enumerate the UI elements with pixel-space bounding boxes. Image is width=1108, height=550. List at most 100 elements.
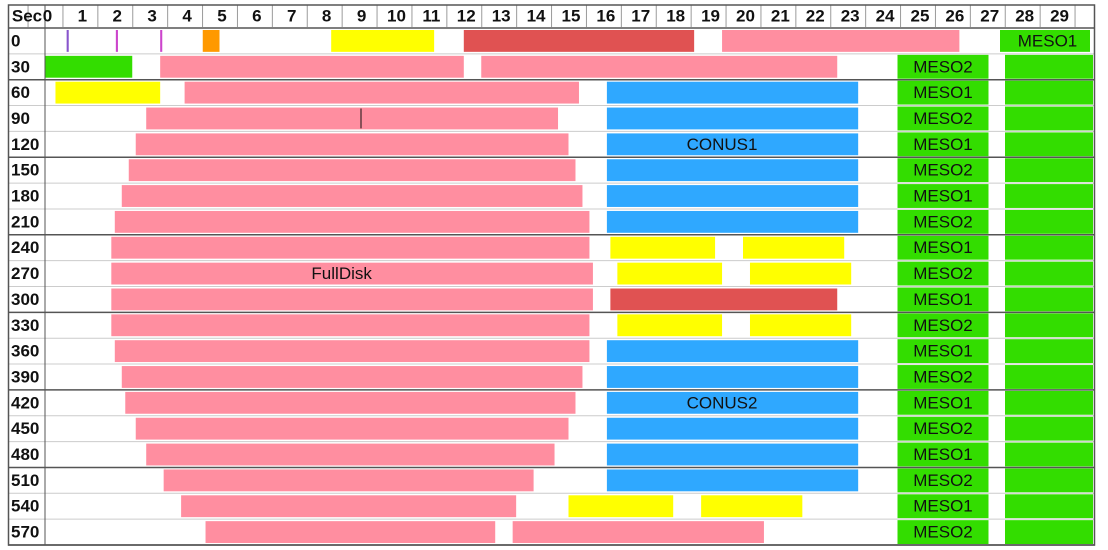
- x-tick-label: 19: [701, 7, 720, 26]
- segment-bar: [146, 107, 559, 130]
- meso-green-block: [1005, 158, 1093, 183]
- meso-label: MESO1: [913, 187, 973, 206]
- meso-block: [897, 106, 989, 131]
- x-tick-label: 5: [217, 7, 226, 26]
- x-tick-label: 27: [980, 7, 999, 26]
- x-tick-label: 13: [492, 7, 511, 26]
- meso-label: MESO1: [913, 497, 973, 516]
- segment-bar: [743, 236, 845, 259]
- x-tick-label: 21: [771, 7, 790, 26]
- x-tick-label: 23: [841, 7, 860, 26]
- segment-bar: [610, 236, 716, 259]
- meso-label: MESO1: [913, 290, 973, 309]
- meso-green-block: [1005, 494, 1093, 519]
- row-label: 420: [11, 393, 39, 412]
- segment-bar: [606, 417, 859, 440]
- meso-label: MESO2: [913, 212, 973, 231]
- row-label: 0: [11, 31, 20, 50]
- meso-block: [897, 261, 989, 286]
- meso-label: MESO1: [913, 342, 973, 361]
- meso-block: [897, 80, 989, 105]
- meso-block: [897, 287, 989, 312]
- meso-label: MESO1: [913, 393, 973, 412]
- meso-label: MESO2: [913, 419, 973, 438]
- meso-green-block: [1005, 313, 1093, 338]
- segment-bar: [606, 159, 859, 182]
- segment-bar: [121, 185, 583, 207]
- x-tick-label: 29: [1050, 7, 1069, 26]
- segment-bar: [606, 133, 859, 156]
- segment-bar: [606, 340, 859, 363]
- segment-bar: [121, 366, 583, 388]
- x-tick-label: 3: [147, 7, 156, 26]
- meso-green-block: [1005, 209, 1093, 234]
- segment-bar: [135, 417, 569, 440]
- meso-green-block: [1005, 132, 1093, 157]
- segment-bar: [512, 521, 764, 543]
- group-label: CONUS1: [687, 135, 758, 154]
- meso-block: [897, 235, 989, 260]
- meso-label: MESO1: [913, 445, 973, 464]
- x-tick-label: 20: [736, 7, 755, 26]
- x-tick-label: 9: [357, 7, 366, 26]
- row-label: 540: [11, 497, 39, 516]
- row-label: 510: [11, 471, 39, 490]
- segment-bar: [160, 55, 464, 78]
- x-tick-label: 16: [596, 7, 615, 26]
- meso-green-block: [1005, 287, 1093, 312]
- meso-block: [897, 494, 989, 519]
- meso-label: MESO1: [913, 83, 973, 102]
- segment-bar: [114, 210, 590, 233]
- meso-green-block: [1005, 106, 1093, 131]
- meso-green-block: [1005, 339, 1093, 364]
- segment-bar: [331, 30, 435, 52]
- meso-green-block: [1005, 520, 1093, 544]
- row-label: 360: [11, 342, 39, 361]
- row-label: 210: [11, 212, 39, 231]
- x-tick-label: 15: [561, 7, 580, 26]
- meso-label: MESO2: [913, 316, 973, 335]
- x-tick-label: 8: [322, 7, 331, 26]
- meso-label: MESO2: [913, 523, 973, 542]
- x-tick-label: 4: [182, 7, 192, 26]
- meso-label: MESO1: [913, 238, 973, 257]
- meso-block: [897, 209, 989, 234]
- x-tick-label: 12: [457, 7, 476, 26]
- corner-label: Sec: [12, 7, 42, 26]
- segment-bar: [606, 443, 859, 466]
- meso-block-top: [1000, 30, 1090, 52]
- meso-green-block: [1005, 54, 1093, 79]
- segment-bar: [606, 391, 859, 414]
- segment-bar: [202, 30, 220, 52]
- segment-bar: [606, 366, 859, 388]
- row-label: 120: [11, 135, 39, 154]
- meso-green-block: [1005, 184, 1093, 208]
- segment-bar: [114, 340, 590, 363]
- x-tick-label: 22: [806, 7, 825, 26]
- meso-block: [897, 442, 989, 467]
- segment-bar: [749, 262, 852, 285]
- x-tick-label: 1: [78, 7, 87, 26]
- meso-green-block: [1005, 416, 1093, 441]
- row-label: 180: [11, 187, 39, 206]
- x-tick-label: 2: [113, 7, 122, 26]
- row-label: 60: [11, 83, 30, 102]
- meso-block: [897, 365, 989, 389]
- x-tick-label: 24: [876, 7, 895, 26]
- meso-block: [897, 132, 989, 157]
- segment-bar: [125, 391, 576, 414]
- segment-bar: [606, 185, 859, 207]
- meso-block: [897, 313, 989, 338]
- segment-bar: [66, 30, 69, 52]
- meso-label: MESO2: [913, 57, 973, 76]
- row-label: 150: [11, 161, 39, 180]
- meso-green-block: [1005, 365, 1093, 389]
- segment-bar: [481, 55, 838, 78]
- segment-bar: [111, 262, 593, 285]
- meso-label: MESO2: [913, 161, 973, 180]
- segment-bar: [128, 159, 576, 182]
- segment-bar: [617, 262, 723, 285]
- row-label: 330: [11, 316, 39, 335]
- x-tick-label: 10: [387, 7, 406, 26]
